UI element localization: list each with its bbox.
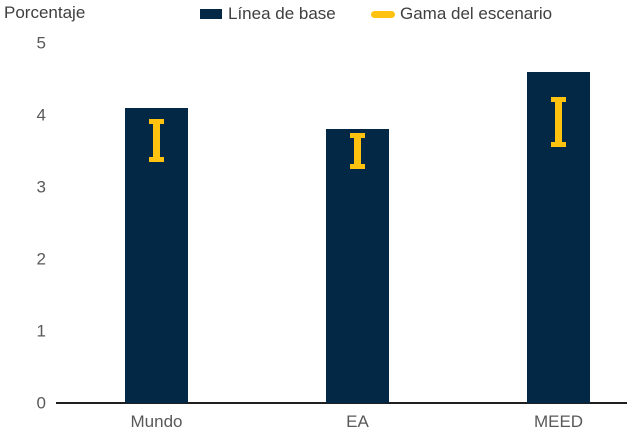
y-tick-label-1: 1 [36,321,46,341]
y-tick-label-2: 2 [36,249,46,269]
y-tick-label-3: 3 [36,177,46,197]
y-tick-label-0: 0 [36,393,46,413]
y-axis-title: Porcentaje [4,3,86,22]
scenario-range-swatch-icon [371,10,395,18]
legend-label-baseline: Línea de base [228,4,336,24]
y-tick-label-5: 5 [36,33,46,53]
range-marker-stem [354,135,361,167]
scenario-range-marker-ea [350,133,365,169]
range-marker-cap-bottom [149,156,164,162]
x-tick-label-meed: MEED [533,412,584,431]
scenario-range-marker-mundo [149,118,164,162]
bar-ea [326,129,389,403]
range-marker-stem [555,99,562,146]
x-tick-label-mundo: Mundo [130,412,183,431]
legend-item-baseline: Línea de base [200,3,336,25]
legend-label-scenario-range: Gama del escenario [400,4,553,24]
x-tick-label-ea: EA [346,412,369,431]
range-marker-cap-bottom [551,142,566,148]
range-marker-stem [153,120,160,160]
baseline-swatch-icon [200,9,222,19]
y-tick-label-4: 4 [36,105,46,125]
legend-item-scenario-range: Gama del escenario [371,3,552,25]
range-marker-cap-bottom [350,164,365,169]
scenario-range-marker-meed [551,97,566,148]
